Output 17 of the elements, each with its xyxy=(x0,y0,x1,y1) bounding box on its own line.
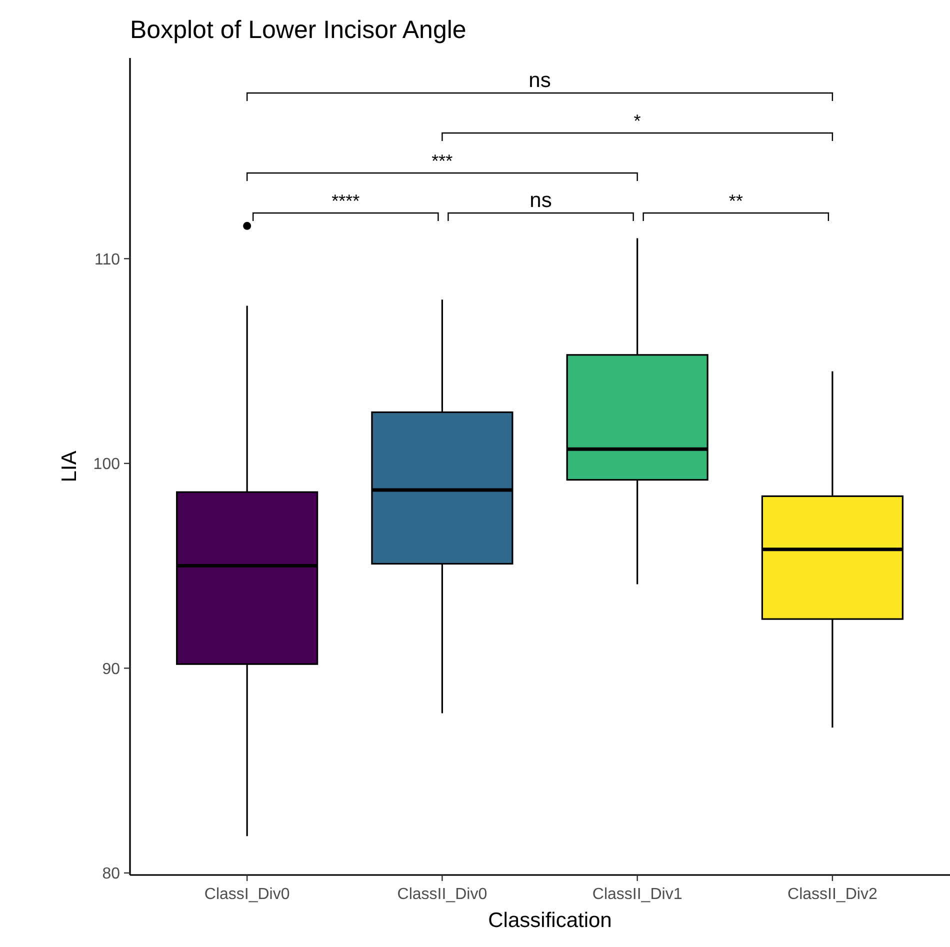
y-tick-label: 110 xyxy=(94,251,120,268)
annotation: * xyxy=(634,111,641,131)
annotation: *** xyxy=(432,151,453,171)
annotation: ns xyxy=(530,189,552,212)
x-tick-label: ClassII_Div0 xyxy=(397,886,488,903)
annotation: ns xyxy=(528,69,551,92)
x-axis-title: Classification xyxy=(488,909,612,932)
annotation: ** xyxy=(728,191,743,211)
y-tick-label: 100 xyxy=(93,456,120,474)
x-tick-label: ClassII_Div1 xyxy=(592,886,682,903)
y-tick-label: 80 xyxy=(102,866,120,883)
x-tick-label: ClassI_Div0 xyxy=(204,886,290,903)
y-tick-label: 90 xyxy=(102,660,120,678)
annotation: **** xyxy=(332,191,360,211)
x-tick-label: ClassII_Div2 xyxy=(788,886,878,903)
chart-title: Boxplot of Lower Incisor Angle xyxy=(130,16,466,44)
y-axis-title: LIA xyxy=(58,450,81,482)
